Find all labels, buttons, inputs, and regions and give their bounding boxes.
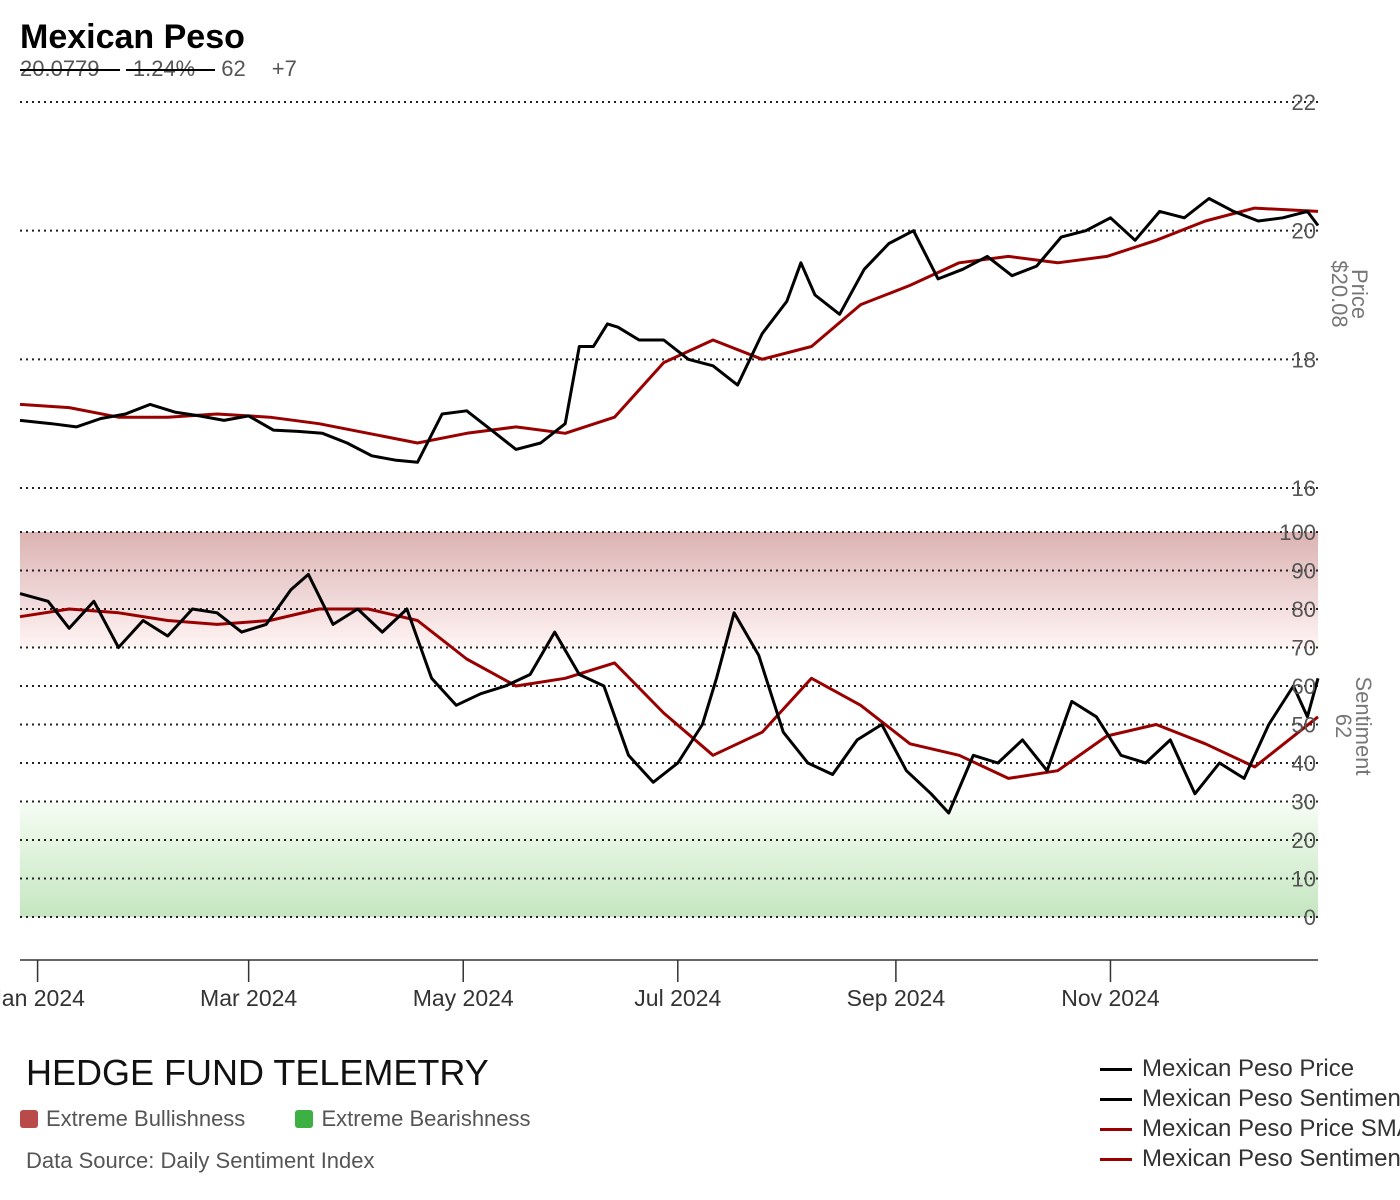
header-stats: 20.0779 -1.24% 62 +7 <box>20 56 323 82</box>
sentiment-tick-label: 10 <box>1292 867 1316 892</box>
x-tick-label: Sep 2024 <box>847 985 946 1011</box>
legend-item[interactable]: Mexican Peso Price SMA <box>1100 1114 1400 1144</box>
sentiment-tick-label: 50 <box>1292 713 1316 738</box>
price-tick-label: 18 <box>1292 347 1316 372</box>
legend-label: Mexican Peso Price SMA <box>1142 1115 1400 1142</box>
x-tick-label: Jan 2024 <box>0 985 85 1011</box>
zone-keys: Extreme Bullishness Extreme Bearishness <box>20 1106 575 1132</box>
sentiment-tick-label: 0 <box>1304 905 1316 930</box>
bear-swatch <box>295 1110 314 1128</box>
price-tick-label: 22 <box>1292 90 1316 115</box>
sentiment-tick-label: 30 <box>1292 790 1316 815</box>
legend-item[interactable]: Mexican Peso Price <box>1100 1054 1400 1084</box>
sentiment-tick-label: 20 <box>1292 828 1316 853</box>
chart-canvas: 16 18 20 22 0 10 20 30 40 50 60 70 80 90 100 Jan 2024 Ma… <box>0 90 1376 1011</box>
price-tick-label: 16 <box>1292 476 1316 501</box>
chart-header: Mexican Peso 20.0779 -1.24% 62 +7 <box>20 18 323 82</box>
sentiment-tick-label: 90 <box>1292 559 1316 584</box>
price-tick-label: 20 <box>1292 219 1316 244</box>
legend-swatch <box>1100 1068 1132 1072</box>
sentiment-tick-label: 40 <box>1292 751 1316 776</box>
legend-label: Mexican Peso Price <box>1142 1055 1355 1082</box>
legend: Mexican Peso Price Mexican Peso Sentimen… <box>1100 1054 1400 1174</box>
x-tick-label: May 2024 <box>413 985 514 1011</box>
legend-label: Mexican Peso Sentiment <box>1142 1085 1400 1112</box>
sentiment-axis-label: Sentiment <box>1351 676 1376 775</box>
bear-key-label: Extreme Bearishness <box>321 1106 531 1131</box>
price-sma-line <box>19 206 1319 445</box>
price-line <box>19 197 1320 464</box>
sentiment-sma-line <box>19 607 1319 780</box>
sentiment-readout: 62 <box>221 56 246 81</box>
sentiment-tick-label: 100 <box>1279 520 1316 545</box>
legend-swatch <box>1100 1098 1132 1102</box>
sentiment-tick-label: 80 <box>1292 597 1316 622</box>
legend-swatch <box>1100 1128 1132 1132</box>
sentiment-tick-label: 70 <box>1292 636 1316 661</box>
legend-label: Mexican Peso Sentiment SMA <box>1142 1145 1400 1172</box>
change-readout: -1.24% <box>125 56 196 81</box>
chart-title: Mexican Peso <box>20 18 245 56</box>
x-tick-label: Nov 2024 <box>1061 985 1160 1011</box>
price-readout: 20.0779 <box>20 56 100 81</box>
data-source: Data Source: Daily Sentiment Index <box>26 1148 375 1173</box>
price-axis-label: Price <box>1347 269 1372 319</box>
x-tick-label: Mar 2024 <box>200 985 297 1011</box>
sentiment-tick-label: 60 <box>1292 674 1316 699</box>
sentiment-line <box>19 572 1320 815</box>
legend-item[interactable]: Mexican Peso Sentiment <box>1100 1084 1400 1114</box>
sentiment-change-readout: +7 <box>271 56 297 81</box>
extreme-bearishness-zone <box>20 801 1318 917</box>
x-tick-label: Jul 2024 <box>634 985 721 1011</box>
sentiment-axis-value: 62 <box>1331 714 1356 738</box>
price-axis-value: $20.08 <box>1327 260 1352 327</box>
bull-key-label: Extreme Bullishness <box>46 1106 246 1131</box>
brand-name: HEDGE FUND TELEMETRY <box>26 1052 489 1093</box>
legend-swatch <box>1100 1158 1132 1162</box>
legend-item[interactable]: Mexican Peso Sentiment SMA <box>1100 1144 1400 1174</box>
extreme-bullishness-zone <box>20 532 1318 648</box>
bull-swatch <box>20 1110 38 1128</box>
